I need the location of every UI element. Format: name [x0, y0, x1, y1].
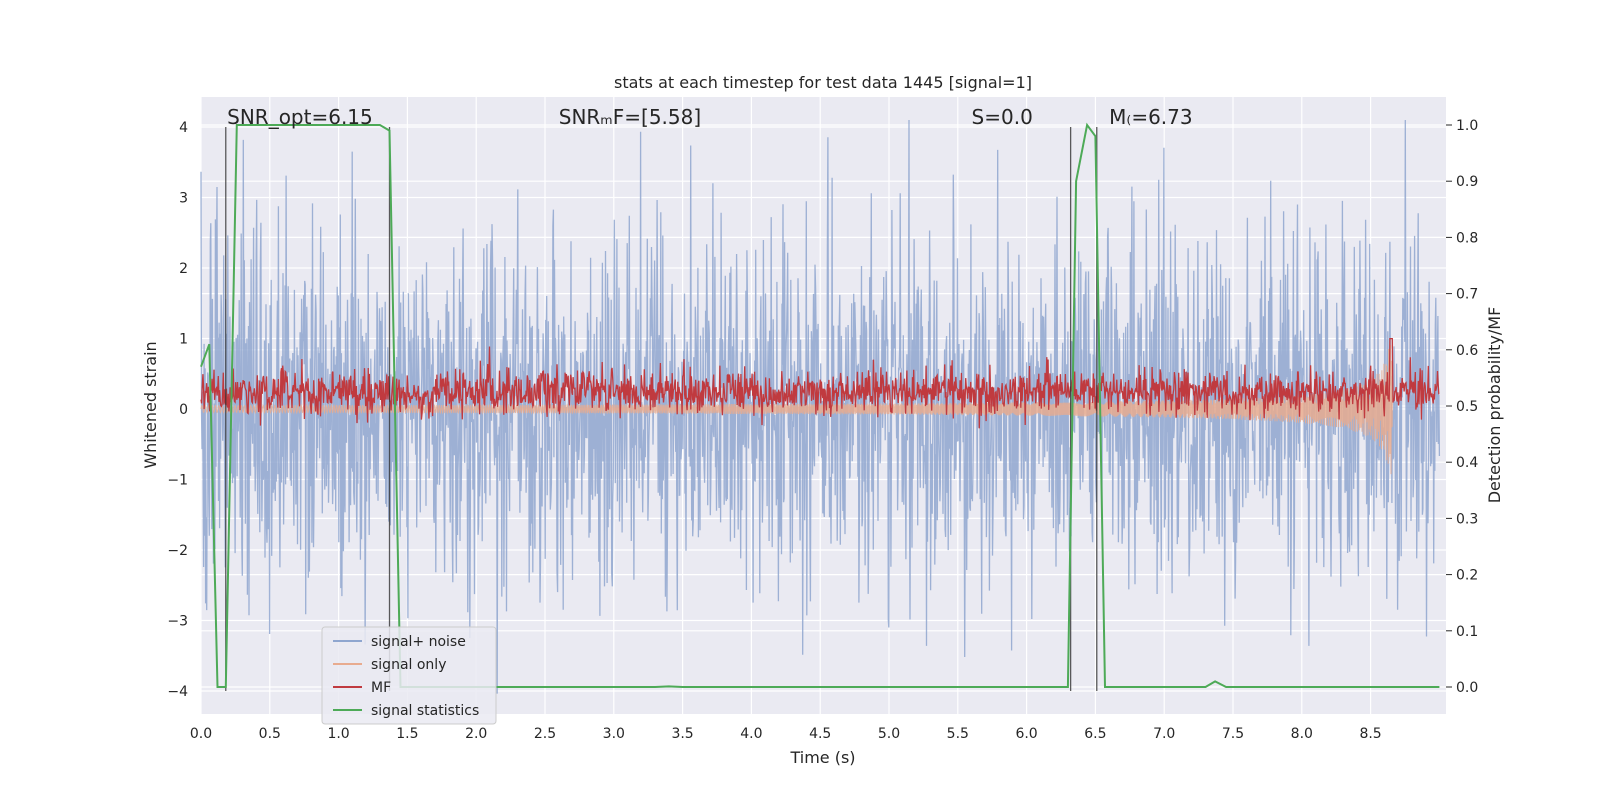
y-tick-label: 1 [179, 332, 188, 348]
series-mf [200, 337, 1440, 429]
y-tick-label: −1 [167, 473, 188, 489]
y-axis-right-ticks: 1.0 0.9 0.8 0.7 0.6 0.5 0.4 0.3 0.2 0.1 0.0 [1446, 118, 1478, 696]
legend-label-noise: signal+ noise [371, 634, 466, 650]
y-axis-label: Whitened strain [141, 341, 160, 468]
x-tick-label: 7.5 [1222, 726, 1244, 742]
y-tick-label: −2 [167, 543, 188, 559]
legend-box [321, 626, 497, 725]
y2-tick-label: 0.1 [1456, 624, 1478, 640]
x-tick-label: 8.5 [1359, 726, 1381, 742]
x-tick-label: 4.0 [740, 726, 762, 742]
annotation-text: SNRₘF=[5.58] [559, 105, 701, 129]
y2-tick-label: 0.7 [1456, 287, 1478, 303]
y2-tick-label: 0.4 [1456, 455, 1478, 471]
x-tick-label: 1.5 [396, 726, 418, 742]
y-tick-label: 3 [179, 191, 188, 207]
annotation-text: SNR_opt=6.15 [227, 105, 373, 129]
annotation-text: M₍=6.73 [1109, 105, 1192, 129]
y-tick-label: 0 [179, 402, 188, 418]
legend-label-signal: signal only [371, 657, 446, 673]
y-tick-label: 4 [179, 120, 188, 136]
x-axis-ticks: 0.0 0.5 1.0 1.5 2.0 2.5 3.0 3.5 4.0 4.5 5.0 5.5 6.0 6… [190, 726, 1382, 742]
x-tick-label: 4.5 [809, 726, 831, 742]
legend-label-stat: signal statistics [371, 703, 479, 719]
x-tick-label: 0.0 [190, 726, 212, 742]
annotations: SNR_opt=6.15 SNRₘF=[5.58] S=0.0 M₍=6.73 [227, 105, 1192, 129]
x-tick-label: 3.5 [671, 726, 693, 742]
y2-tick-label: 1.0 [1456, 118, 1478, 134]
x-tick-label: 1.0 [327, 726, 349, 742]
legend-label-mf: MF [371, 680, 391, 696]
x-tick-label: 6.0 [1015, 726, 1037, 742]
x-tick-label: 3.0 [603, 726, 625, 742]
y-axis-left-ticks: 4 3 2 1 0 −1 −2 −3 −4 [167, 120, 188, 700]
series-line-mf [200, 337, 1440, 429]
x-axis-label: Time (s) [789, 748, 855, 767]
y2-tick-label: 0.9 [1456, 174, 1478, 190]
x-tick-label: 6.5 [1084, 726, 1106, 742]
series-line-signal-statistics [200, 122, 1440, 688]
x-tick-label: 8.0 [1291, 726, 1313, 742]
x-tick-label: 2.0 [465, 726, 487, 742]
y2-axis-label: Detection probability/MF [1485, 307, 1504, 504]
x-tick-label: 0.5 [259, 726, 281, 742]
y-tick-label: −4 [167, 684, 188, 700]
legend: signal+ noise signal only MF signal stat… [321, 626, 497, 725]
x-tick-label: 2.5 [534, 726, 556, 742]
y2-tick-label: 0.6 [1456, 343, 1478, 359]
x-tick-label: 5.5 [947, 726, 969, 742]
y-tick-label: −3 [167, 614, 188, 630]
vertical-markers [225, 127, 1098, 691]
annotation-text: S=0.0 [972, 105, 1033, 129]
y2-tick-label: 0.3 [1456, 511, 1478, 527]
y2-tick-label: 0.0 [1456, 680, 1478, 696]
chart-title: stats at each timestep for test data 144… [614, 73, 1032, 92]
x-tick-label: 5.0 [878, 726, 900, 742]
y2-tick-label: 0.2 [1456, 568, 1478, 584]
series-signal-statistics [200, 122, 1440, 688]
y-tick-label: 2 [179, 261, 188, 277]
y2-tick-label: 0.8 [1456, 230, 1478, 246]
y2-tick-label: 0.5 [1456, 399, 1478, 415]
x-tick-label: 7.0 [1153, 726, 1175, 742]
